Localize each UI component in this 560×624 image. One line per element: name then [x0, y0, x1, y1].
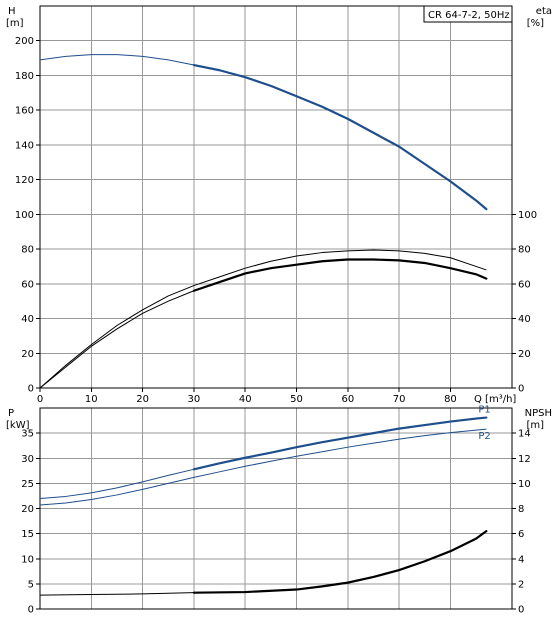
bottom-left-axis-name: P [8, 408, 14, 419]
top-series-eta-inner-duty [192, 258, 488, 292]
top-left-tick-label: 60 [21, 279, 34, 290]
legend-box-label: CR 64-7-2, 50Hz [428, 10, 510, 21]
bottom-left-tick-label: 30 [21, 454, 34, 465]
bottom-left-tick-label: 25 [21, 479, 34, 490]
bottom-series-p2 [39, 428, 487, 506]
top-left-tick-label: 160 [15, 106, 34, 117]
top-x-tick-label: 40 [239, 394, 252, 405]
top-left-tick-label: 80 [21, 245, 34, 256]
bottom-right-tick-label: 0 [518, 605, 524, 616]
top-left-tick-label: 120 [15, 175, 34, 186]
top-left-axis-unit: [m] [6, 18, 24, 29]
top-left-tick-label: 200 [15, 36, 34, 47]
top-x-tick-label: 70 [393, 394, 406, 405]
top-left-tick-label: 180 [15, 71, 34, 82]
top-x-tick-label: 10 [85, 394, 98, 405]
bottom-right-tick-label: 6 [518, 529, 524, 540]
top-x-tick-label: 0 [37, 394, 43, 405]
top-right-tick-label: 0 [518, 384, 524, 395]
top-left-tick-label: 100 [15, 210, 34, 221]
top-right-axis-name: eta [536, 6, 552, 17]
top-series-eta-inner [39, 259, 487, 389]
top-plot-frame [39, 5, 513, 389]
bottom-left-tick-label: 20 [21, 504, 34, 515]
legend-box: CR 64-7-2, 50Hz [423, 5, 513, 23]
bottom-left-tick-label: 0 [28, 605, 34, 616]
bottom-right-tick-label: 4 [518, 554, 524, 565]
top-left-tick-label: 0 [28, 384, 34, 395]
bottom-series-p1-duty [192, 416, 488, 471]
bottom-right-axis-name: NPSH [525, 408, 552, 419]
top-panel: 020406080100120140160180200020406080100H… [6, 5, 552, 405]
top-right-tick-label: 100 [518, 210, 537, 221]
bottom-left-axis-unit: [kW] [6, 420, 30, 431]
top-right-tick-label: 40 [518, 314, 531, 325]
top-left-tick-label: 140 [15, 140, 34, 151]
top-x-tick-label: 60 [341, 394, 354, 405]
top-x-tick-label: 30 [188, 394, 201, 405]
top-right-axis-unit: [%] [527, 18, 544, 29]
bottom-left-tick-label: 5 [28, 579, 34, 590]
bottom-right-tick-label: 8 [518, 504, 524, 515]
top-left-tick-label: 20 [21, 349, 34, 360]
top-right-tick-label: 20 [518, 349, 531, 360]
top-right-tick-label: 80 [518, 245, 531, 256]
bottom-right-tick-label: 14 [518, 429, 531, 440]
top-series-h-duty [192, 63, 488, 211]
top-right-tick-label: 60 [518, 279, 531, 290]
top-x-axis-title: Q [m³/h] [474, 394, 516, 405]
bottom-right-axis-unit: [m] [526, 420, 544, 431]
top-x-tick-label: 20 [136, 394, 149, 405]
top-x-tick-label: 50 [290, 394, 303, 405]
top-left-axis-name: H [8, 6, 16, 17]
bottom-right-tick-label: 12 [518, 454, 531, 465]
bottom-series-npsh-duty [192, 530, 488, 594]
bottom-left-tick-label: 15 [21, 529, 34, 540]
bottom-right-tick-label: 10 [518, 479, 531, 490]
bottom-left-tick-label: 35 [21, 429, 34, 440]
top-series-h [39, 54, 487, 210]
top-left-tick-label: 40 [21, 314, 34, 325]
bottom-series-label-p2: P2 [478, 431, 490, 442]
top-series-eta-outer [39, 249, 487, 389]
bottom-right-tick-label: 2 [518, 579, 524, 590]
bottom-panel: 0 5 10 15 20 25 30 35 0 2 4 6 8 10 12 14 P[kW] NPSH[m] P1 P… [6, 405, 552, 616]
bottom-series-label-p1: P1 [478, 405, 490, 416]
top-x-tick-label: 80 [444, 394, 457, 405]
bottom-left-tick-label: 10 [21, 554, 34, 565]
